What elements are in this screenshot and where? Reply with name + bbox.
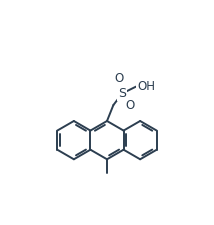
Text: OH: OH xyxy=(137,80,155,93)
Text: O: O xyxy=(125,99,134,112)
Text: S: S xyxy=(118,87,126,100)
Text: O: O xyxy=(114,72,124,86)
